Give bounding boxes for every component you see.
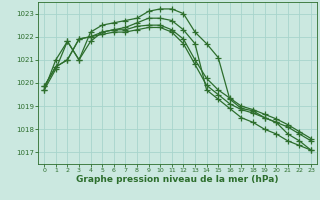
X-axis label: Graphe pression niveau de la mer (hPa): Graphe pression niveau de la mer (hPa) [76, 175, 279, 184]
